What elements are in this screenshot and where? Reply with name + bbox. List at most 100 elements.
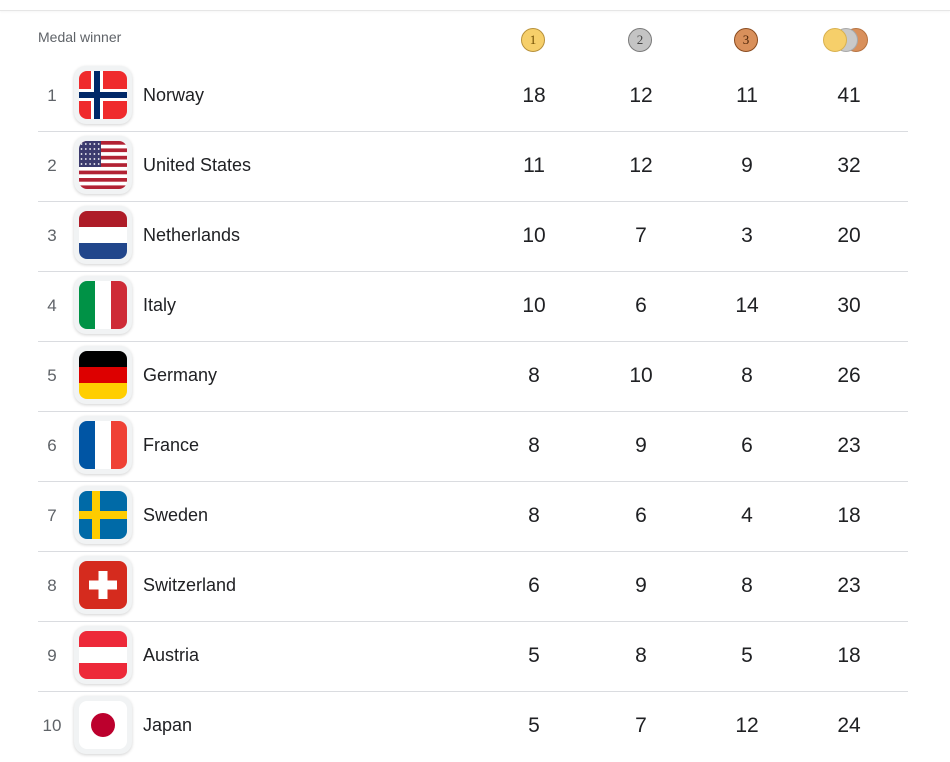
- silver-count: 9: [635, 574, 647, 597]
- bronze-count: 9: [741, 154, 753, 177]
- flag-tile: [74, 416, 132, 474]
- gold-count: 18: [522, 84, 546, 107]
- total-count: 41: [837, 84, 861, 107]
- medal-table: Medal winner 1 2 3 1 Norway 18 12 11 41 2 Unite…: [38, 20, 908, 762]
- silver-count: 12: [629, 84, 653, 107]
- country-name[interactable]: France: [143, 435, 200, 455]
- silver-count: 6: [635, 504, 647, 527]
- flag-tile: [74, 276, 132, 334]
- gold-count: 11: [523, 154, 545, 177]
- rank: 7: [47, 506, 57, 525]
- table-row[interactable]: 1 Norway 18 12 11 41: [38, 62, 908, 132]
- silver-medal-icon: 2: [628, 28, 652, 52]
- gold-count: 5: [528, 644, 540, 667]
- total-count: 30: [837, 294, 861, 317]
- rank: 8: [47, 576, 57, 595]
- gold-column-header[interactable]: 1: [518, 27, 558, 53]
- rank: 1: [47, 86, 57, 105]
- flag-tile: [74, 66, 132, 124]
- rank: 9: [47, 646, 57, 665]
- silver-count: 7: [635, 224, 647, 247]
- country-name[interactable]: Japan: [143, 715, 193, 735]
- flag-tile: [74, 206, 132, 264]
- gold-count: 10: [522, 224, 546, 247]
- gold-medal-icon: 1: [521, 28, 545, 52]
- bronze-medal-icon: 3: [734, 28, 758, 52]
- country-name[interactable]: Sweden: [143, 505, 209, 525]
- gold-count: 5: [528, 714, 540, 737]
- gold-count: 6: [528, 574, 540, 597]
- total-count: 26: [837, 364, 861, 387]
- country-name[interactable]: Netherlands: [143, 225, 241, 245]
- table-header: Medal winner 1 2 3: [38, 20, 908, 62]
- gold-count: 10: [522, 294, 546, 317]
- gold-count: 8: [528, 434, 540, 457]
- rank: 2: [47, 156, 57, 175]
- flag-tile: [74, 696, 132, 754]
- rank: 4: [47, 296, 57, 315]
- total-count: 23: [837, 574, 861, 597]
- flag-tile: [74, 626, 132, 684]
- silver-count: 12: [629, 154, 653, 177]
- table-row[interactable]: 5 Germany 8 10 8 26: [38, 342, 908, 412]
- silver-count: 8: [635, 644, 647, 667]
- bronze-count: 14: [735, 294, 759, 317]
- table-row[interactable]: 8 Switzerland 6 9 8 23: [38, 552, 908, 622]
- country-name[interactable]: Austria: [143, 645, 200, 665]
- table-row[interactable]: 6 France 8 9 6 23: [38, 412, 908, 482]
- switzerland-flag-icon: [79, 561, 127, 609]
- bronze-count: 12: [735, 714, 759, 737]
- country-name[interactable]: Norway: [143, 85, 205, 105]
- silver-count: 6: [635, 294, 647, 317]
- rank: 3: [47, 226, 57, 245]
- total-count: 20: [837, 224, 861, 247]
- header-label: Medal winner: [38, 29, 122, 45]
- bronze-column-header[interactable]: 3: [731, 27, 771, 53]
- bronze-count: 3: [741, 224, 753, 247]
- bronze-count: 4: [741, 504, 753, 527]
- total-count: 18: [837, 644, 861, 667]
- country-name[interactable]: Italy: [143, 295, 177, 315]
- total-column-header[interactable]: [820, 27, 880, 53]
- bronze-count: 6: [741, 434, 753, 457]
- japan-flag-icon: [79, 701, 127, 749]
- flag-tile: [74, 486, 132, 544]
- gold-count: 8: [528, 504, 540, 527]
- country-name[interactable]: Germany: [143, 365, 218, 385]
- flag-tile: [74, 346, 132, 404]
- table-row[interactable]: 3 Netherlands 10 7 3 20: [38, 202, 908, 272]
- austria-flag-icon: [79, 631, 127, 679]
- silver-column-header[interactable]: 2: [625, 27, 665, 53]
- rank: 6: [47, 436, 57, 455]
- table-row[interactable]: 9 Austria 5 8 5 18: [38, 622, 908, 692]
- bronze-count: 11: [736, 84, 758, 107]
- table-row[interactable]: 10 Japan 5 7 12 24: [38, 692, 908, 762]
- table-row[interactable]: 7 Sweden 8 6 4 18: [38, 482, 908, 552]
- total-count: 23: [837, 434, 861, 457]
- france-flag-icon: [79, 421, 127, 469]
- flag-tile: [74, 136, 132, 194]
- total-count: 18: [837, 504, 861, 527]
- country-name[interactable]: Switzerland: [143, 575, 237, 595]
- flag-tile: [74, 556, 132, 614]
- italy-flag-icon: [79, 281, 127, 329]
- germany-flag-icon: [79, 351, 127, 399]
- total-count: 32: [837, 154, 861, 177]
- country-name[interactable]: United States: [143, 155, 252, 175]
- rank: 5: [47, 366, 57, 385]
- sweden-flag-icon: [79, 491, 127, 539]
- gold-count: 8: [528, 364, 540, 387]
- bronze-count: 8: [741, 364, 753, 387]
- bronze-count: 8: [741, 574, 753, 597]
- united-states-flag-icon: [79, 141, 127, 189]
- netherlands-flag-icon: [79, 211, 127, 259]
- silver-count: 10: [629, 364, 653, 387]
- rank: 10: [42, 716, 62, 735]
- silver-count: 7: [635, 714, 647, 737]
- top-bar-edge: [0, 0, 950, 11]
- bronze-count: 5: [741, 644, 753, 667]
- table-body: 1 Norway 18 12 11 41 2 United States 11 12 9 32 3 Net…: [38, 62, 908, 762]
- silver-count: 9: [635, 434, 647, 457]
- table-row[interactable]: 4 Italy 10 6 14 30: [38, 272, 908, 342]
- table-row[interactable]: 2 United States 11 12 9 32: [38, 132, 908, 202]
